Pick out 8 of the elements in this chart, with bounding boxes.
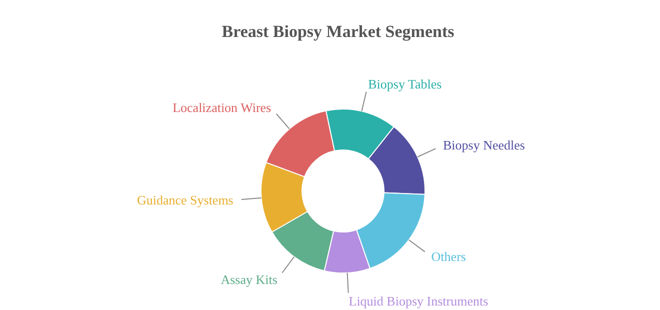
slice-label: Assay Kits — [220, 272, 278, 287]
slice-label: Guidance Systems — [136, 192, 234, 208]
slice-label: Localization Wires — [172, 100, 272, 116]
slice-label: Biopsy Tables — [368, 76, 442, 92]
slice-label: Liquid Biopsy Instruments — [348, 293, 488, 308]
slice-label: Biopsy Needles — [443, 138, 525, 153]
slice-label: Others — [431, 249, 466, 264]
chart-title: Breast Biopsy Market Segments — [220, 22, 456, 42]
